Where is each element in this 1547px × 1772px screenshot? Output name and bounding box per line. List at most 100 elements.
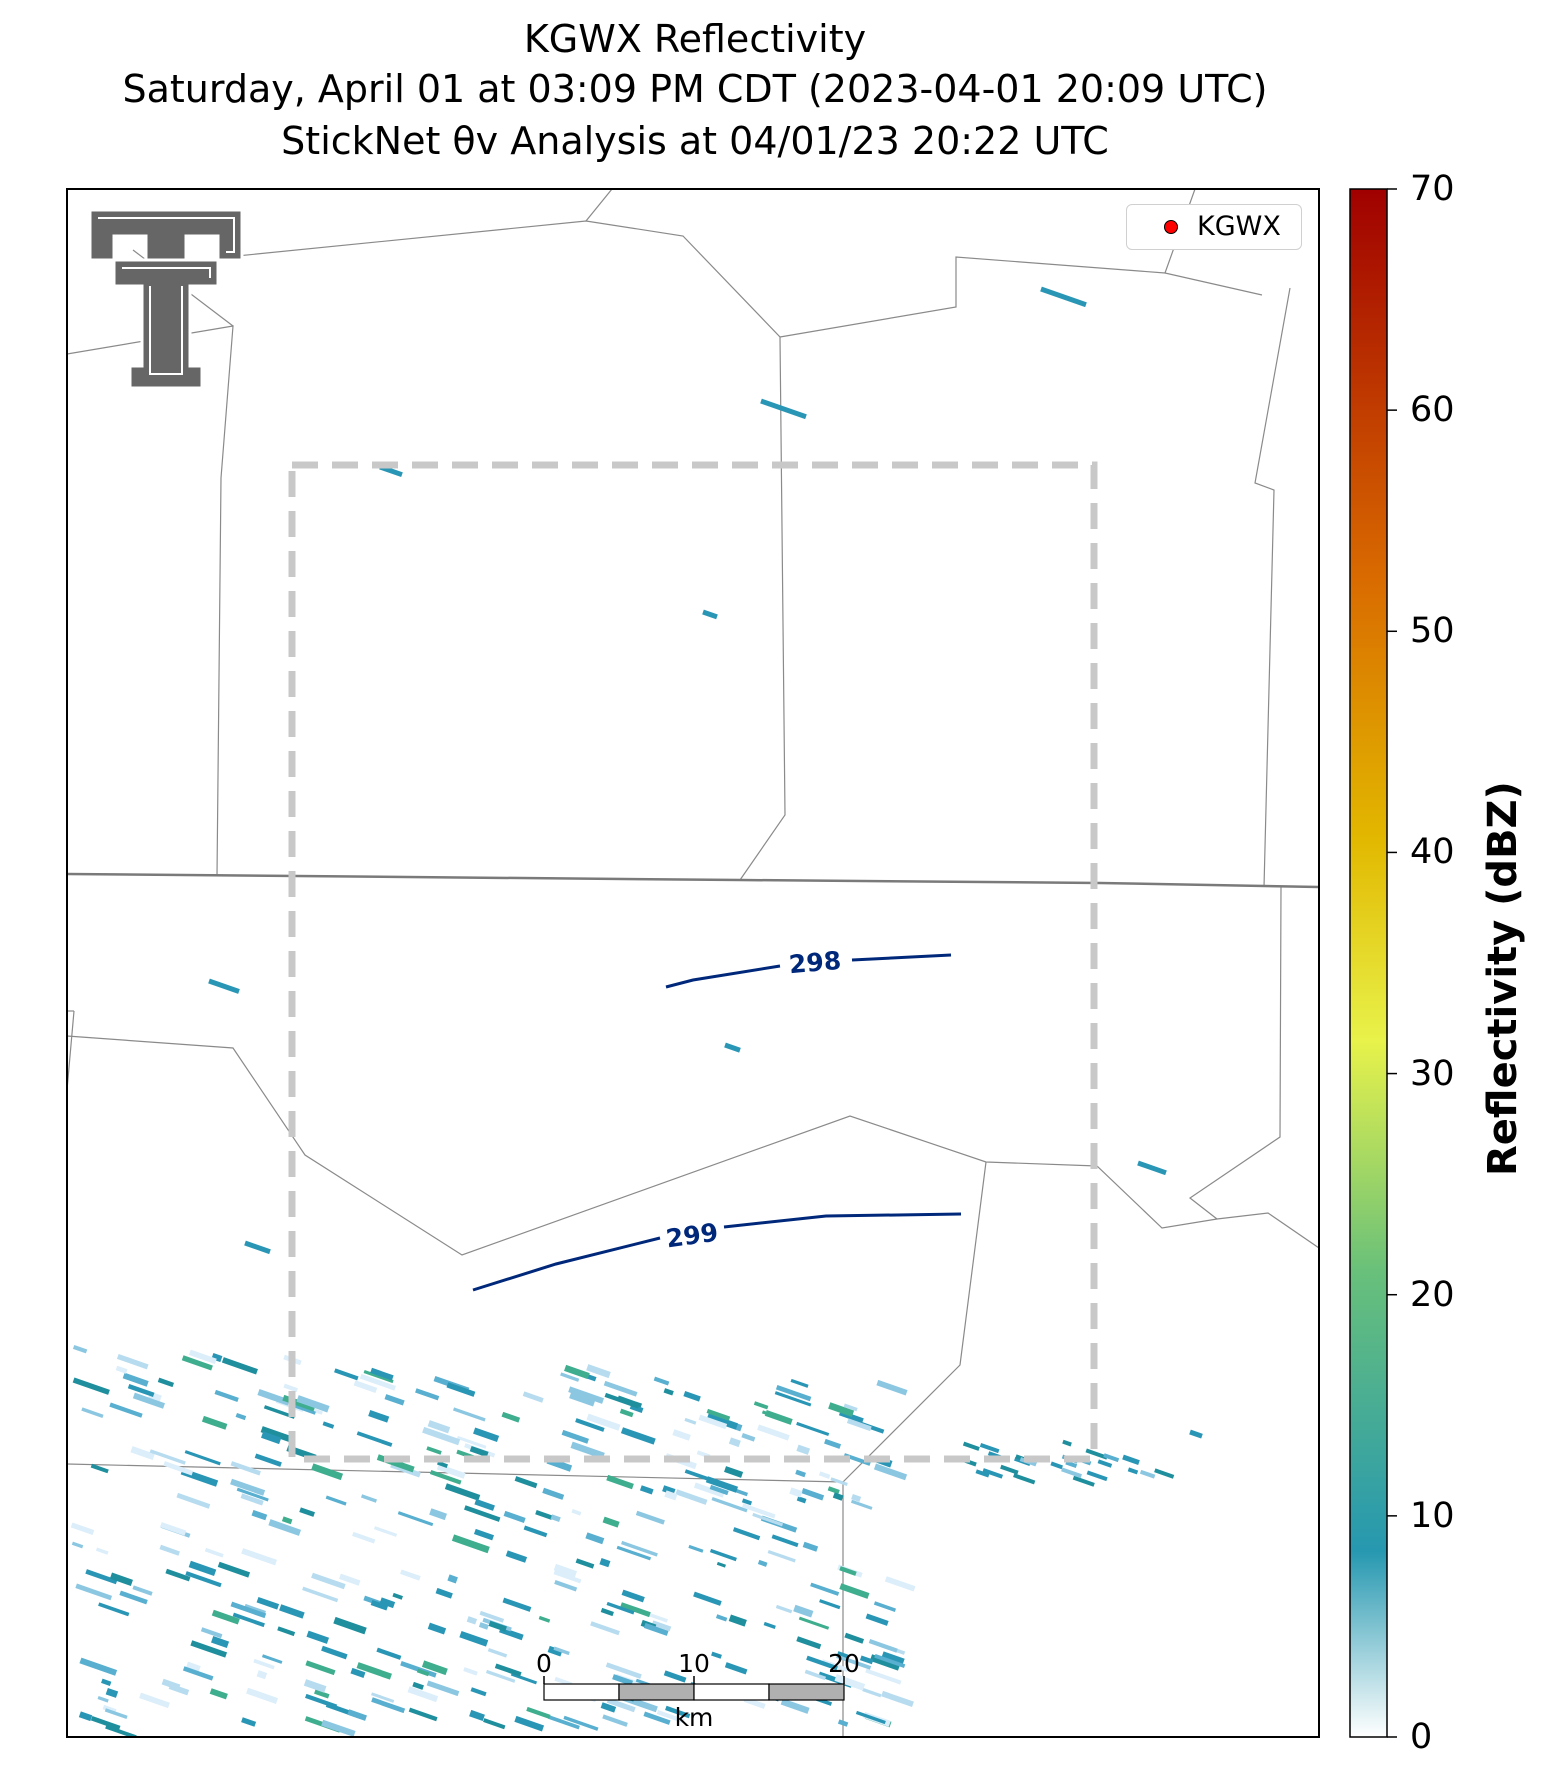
radar-echo bbox=[390, 1462, 421, 1478]
radar-echo bbox=[400, 1569, 421, 1581]
radar-echo bbox=[469, 1709, 485, 1721]
radar-echo bbox=[563, 1715, 599, 1731]
radar-echo bbox=[834, 1674, 866, 1691]
radar-echo bbox=[862, 1687, 882, 1698]
radar-echo bbox=[553, 1563, 577, 1578]
radar-echo bbox=[181, 1355, 213, 1371]
radar-echo bbox=[767, 1549, 796, 1563]
radar-echo bbox=[416, 1668, 430, 1677]
radar-echo bbox=[1154, 1468, 1175, 1479]
radar-echo bbox=[855, 1710, 886, 1725]
colorbar-gradient bbox=[1349, 188, 1388, 1738]
radar-echo bbox=[869, 1654, 901, 1671]
radar-echo bbox=[503, 1510, 526, 1523]
radar-echo bbox=[209, 1688, 228, 1700]
radar-echo bbox=[830, 1477, 848, 1486]
radar-echo bbox=[463, 1667, 478, 1676]
radar-echo bbox=[373, 1526, 398, 1537]
radar-echo bbox=[281, 1516, 293, 1525]
radar-echo bbox=[709, 1484, 729, 1496]
radar-echo bbox=[843, 1403, 858, 1412]
radar-echo bbox=[599, 1558, 611, 1568]
radar-echo bbox=[221, 1357, 258, 1375]
radar-echo bbox=[102, 1704, 117, 1714]
radar-echo bbox=[321, 1719, 356, 1737]
radar-echo bbox=[760, 398, 807, 420]
radar-echo bbox=[322, 1421, 335, 1429]
contour-label-298: 298 bbox=[788, 946, 843, 979]
radar-echo bbox=[132, 1585, 153, 1596]
radar-echo bbox=[211, 1636, 230, 1649]
radar-echo bbox=[230, 1461, 261, 1476]
county-line bbox=[1254, 287, 1291, 888]
radar-echo bbox=[724, 1466, 744, 1478]
radar-echo bbox=[839, 1583, 870, 1599]
radar-echo bbox=[728, 1614, 747, 1627]
radar-echo bbox=[109, 1572, 133, 1586]
radar-echo bbox=[211, 1609, 240, 1625]
radar-echo bbox=[1127, 1467, 1139, 1475]
radar-echo bbox=[254, 1453, 282, 1467]
radar-echo bbox=[1097, 1459, 1113, 1468]
radar-echo bbox=[98, 1602, 130, 1617]
radar-echo bbox=[837, 1719, 849, 1727]
radar-echo bbox=[526, 1706, 551, 1719]
radar-echo bbox=[334, 1368, 359, 1381]
radar-echo bbox=[757, 1559, 768, 1567]
radar-echo bbox=[368, 1410, 390, 1423]
contour-298 bbox=[665, 964, 781, 989]
radar-echo bbox=[569, 1391, 596, 1407]
radar-echo bbox=[698, 1414, 728, 1430]
radar-echo bbox=[299, 1507, 315, 1517]
radar-echo bbox=[675, 1489, 708, 1505]
radar-echo bbox=[1040, 286, 1087, 308]
radar-echo bbox=[724, 1042, 741, 1053]
colorbar-tick-label: 40 bbox=[1410, 832, 1455, 873]
radar-echo bbox=[427, 1622, 447, 1635]
radar-echo bbox=[95, 1547, 109, 1555]
colorbar-tick-marks bbox=[1387, 188, 1397, 1738]
radar-echo bbox=[1061, 1467, 1082, 1479]
radar-echo bbox=[422, 1426, 461, 1446]
radar-echo bbox=[621, 1589, 645, 1603]
radar-echo bbox=[771, 1534, 799, 1548]
radar-echo bbox=[859, 1655, 874, 1665]
radar-echo bbox=[116, 1354, 149, 1370]
radar-echo bbox=[741, 1498, 753, 1506]
radar-echo bbox=[260, 1426, 293, 1443]
radar-echo bbox=[240, 1493, 264, 1506]
radar-echo bbox=[75, 1583, 113, 1601]
radar-echo bbox=[656, 1710, 685, 1724]
radar-echo bbox=[283, 1383, 298, 1393]
radar-echo bbox=[303, 1679, 327, 1693]
radar-echo bbox=[204, 1547, 224, 1558]
radar-echo bbox=[408, 1707, 438, 1722]
radar-echo bbox=[176, 1492, 211, 1509]
radar-echo bbox=[232, 1612, 265, 1628]
radar-echo bbox=[469, 1445, 489, 1458]
radar-echo bbox=[514, 1715, 545, 1732]
radar-echo bbox=[753, 1401, 769, 1410]
radar-echo bbox=[724, 1662, 748, 1675]
radar-echo bbox=[868, 1639, 898, 1653]
radar-echo bbox=[979, 1442, 1000, 1454]
radar-echo bbox=[741, 1433, 756, 1442]
radar-echo bbox=[804, 1669, 827, 1681]
radar-echo bbox=[426, 1446, 442, 1455]
radar-echo bbox=[407, 1686, 439, 1703]
radar-echo bbox=[282, 1394, 316, 1412]
radar-echo bbox=[647, 1612, 668, 1623]
radar-echo bbox=[665, 1705, 691, 1719]
radar-echo bbox=[184, 1450, 221, 1466]
radar-echo bbox=[363, 1369, 394, 1384]
radar-echo bbox=[446, 1382, 476, 1397]
radar-echo bbox=[474, 1498, 495, 1511]
radar-echo bbox=[780, 1698, 810, 1714]
radar-echo bbox=[604, 1392, 640, 1409]
radar-echo bbox=[982, 1468, 1004, 1479]
radar-echo bbox=[325, 1495, 347, 1506]
radar-echo bbox=[105, 1687, 119, 1698]
radar-echo bbox=[706, 1408, 731, 1421]
radar-echo bbox=[850, 1499, 873, 1510]
